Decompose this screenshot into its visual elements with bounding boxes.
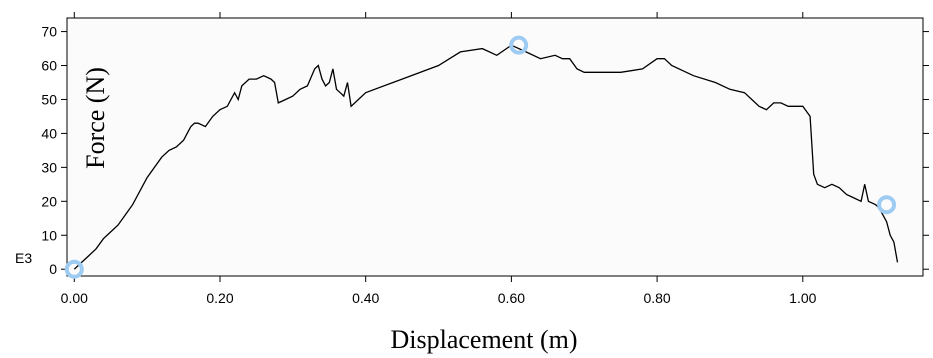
plot-area xyxy=(66,17,924,277)
highlight-marker xyxy=(64,259,84,279)
x-axis-label: Displacement (m) xyxy=(391,325,578,354)
highlight-markers xyxy=(64,35,897,279)
y-axis-label: Force (N) xyxy=(81,67,110,169)
x-tick-label: 1.00 xyxy=(789,290,816,306)
x-tick-label: 0.80 xyxy=(643,290,670,306)
y-tick-label: 40 xyxy=(41,125,57,141)
y-tick-label: 50 xyxy=(41,91,57,107)
series-line xyxy=(73,44,899,270)
y-tick-label: 30 xyxy=(41,159,57,175)
y-tick-label: 60 xyxy=(41,58,57,74)
x-axis-ticks: 0.00 0.20 0.40 0.60 0.80 1.00 xyxy=(61,12,817,306)
highlight-marker xyxy=(509,35,529,55)
y-multiplier-label: E3 xyxy=(15,250,32,266)
y-tick-label: 20 xyxy=(41,193,57,209)
x-tick-label: 0.60 xyxy=(498,290,525,306)
x-tick-label: 0.40 xyxy=(352,290,379,306)
highlight-marker xyxy=(877,195,897,215)
y-tick-label: 0 xyxy=(49,261,57,277)
x-tick-label: 0.00 xyxy=(61,290,88,306)
y-tick-label: 10 xyxy=(41,227,57,243)
y-tick-label: 70 xyxy=(41,24,57,40)
x-tick-label: 0.20 xyxy=(206,290,233,306)
